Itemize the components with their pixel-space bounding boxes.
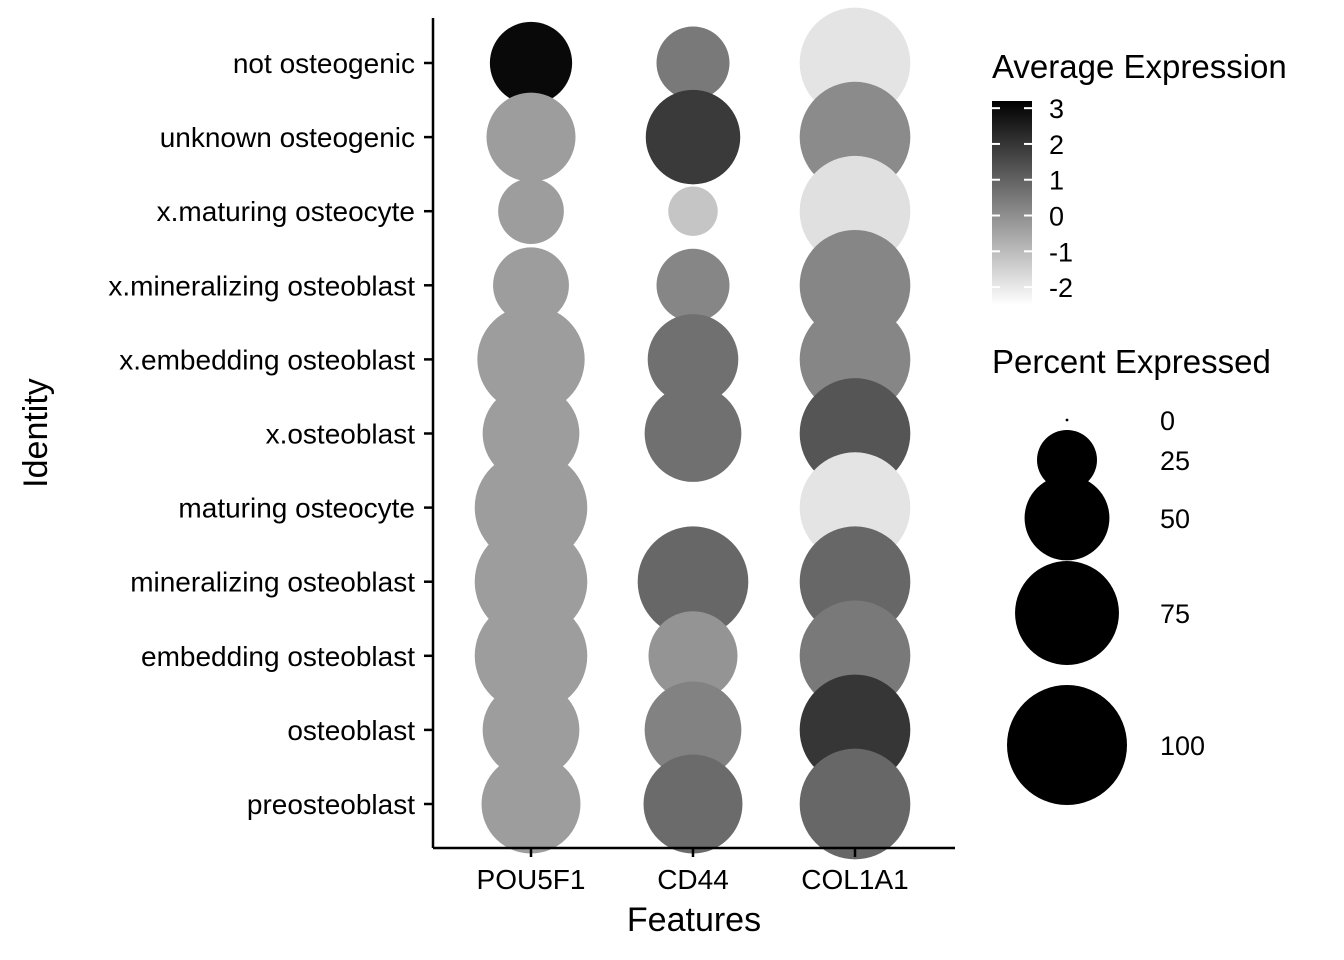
y-tick-label-x-embedding-osteoblast: x.embedding osteoblast [119, 344, 415, 375]
dot-preosteoblast-pou5f1 [481, 754, 581, 854]
size-legend-dot [1037, 430, 1097, 490]
size-legend-dot [1015, 561, 1119, 665]
color-legend-title: Average Expression [992, 48, 1287, 85]
size-legend-label: 75 [1160, 599, 1190, 629]
size-legend-dot [1065, 418, 1069, 422]
y-tick-label-mineralizing-osteoblast: mineralizing osteoblast [130, 567, 415, 598]
y-axis: not osteogenic unknown osteogenic x.maturi… [108, 18, 435, 848]
color-legend-label: -1 [1049, 237, 1073, 267]
y-tick-label-x-osteoblast: x.osteoblast [266, 419, 416, 450]
color-legend: Average Expression 3 2 1 0 -1 -2 [992, 48, 1287, 305]
dot-x-osteoblast-cd44 [644, 385, 742, 482]
dot-x-embedding-osteoblast-cd44 [647, 314, 739, 405]
size-legend-label: 50 [1160, 504, 1190, 534]
x-tick-label-pou5f1: POU5F1 [477, 864, 586, 895]
y-tick-label-maturing-osteocyte: maturing osteocyte [178, 493, 415, 524]
size-legend-label: 0 [1160, 406, 1175, 436]
color-legend-label: 0 [1049, 202, 1064, 232]
x-axis-title: Features [627, 901, 761, 939]
color-legend-bar [992, 101, 1032, 305]
dot-not-osteogenic-pou5f1 [489, 21, 573, 105]
dot-preosteoblast-col1a1 [799, 748, 911, 860]
y-tick-label-preosteoblast: preosteoblast [247, 789, 415, 820]
dot-x-maturing-osteocyte-cd44 [668, 186, 718, 236]
dot-embedding-osteoblast-pou5f1 [474, 599, 588, 713]
y-tick-label-osteoblast: osteoblast [287, 715, 415, 746]
dot-x-embedding-osteoblast-pou5f1 [477, 305, 585, 414]
dot-preosteoblast-cd44 [643, 754, 743, 854]
x-tick-label-col1a1: COL1A1 [801, 864, 908, 895]
dot-unknown-osteogenic-pou5f1 [486, 92, 576, 182]
dot-osteoblast-pou5f1 [482, 681, 580, 779]
y-tick-label-not-osteogenic: not osteogenic [233, 48, 415, 79]
size-legend-label: 100 [1160, 731, 1205, 761]
y-tick-label-unknown-osteogenic: unknown osteogenic [160, 122, 415, 153]
x-tick-label-cd44: CD44 [657, 864, 729, 895]
dot-mineralizing-osteoblast-cd44 [637, 526, 749, 638]
dot-not-osteogenic-cd44 [656, 26, 730, 100]
color-legend-label: -2 [1049, 273, 1073, 303]
dot-x-mineralizing-osteoblast-cd44 [656, 248, 730, 322]
y-tick-label-x-mineralizing-osteoblast: x.mineralizing osteoblast [108, 270, 415, 301]
size-legend-dot [1024, 475, 1110, 561]
dot-embedding-osteoblast-cd44 [648, 611, 738, 701]
size-legend: Percent Expressed 0 25 50 75 100 [992, 343, 1271, 805]
x-axis: POU5F1 CD44 COL1A1 [433, 846, 955, 895]
dot-x-maturing-osteocyte-pou5f1 [498, 178, 564, 245]
plot-area [474, 7, 911, 860]
size-legend-dot [1007, 685, 1127, 805]
color-legend-label: 2 [1049, 130, 1064, 160]
y-axis-title: Identity [17, 378, 55, 488]
dot-x-mineralizing-osteoblast-pou5f1 [493, 247, 569, 324]
y-tick-label-embedding-osteoblast: embedding osteoblast [141, 641, 415, 672]
y-tick-label-x-maturing-osteocyte: x.maturing osteocyte [157, 196, 415, 227]
dot-osteoblast-cd44 [644, 681, 742, 779]
size-legend-label: 25 [1160, 446, 1190, 476]
dot-unknown-osteogenic-cd44 [645, 89, 741, 185]
size-legend-title: Percent Expressed [992, 343, 1271, 380]
color-legend-label: 3 [1049, 94, 1064, 124]
color-legend-label: 1 [1049, 166, 1064, 196]
